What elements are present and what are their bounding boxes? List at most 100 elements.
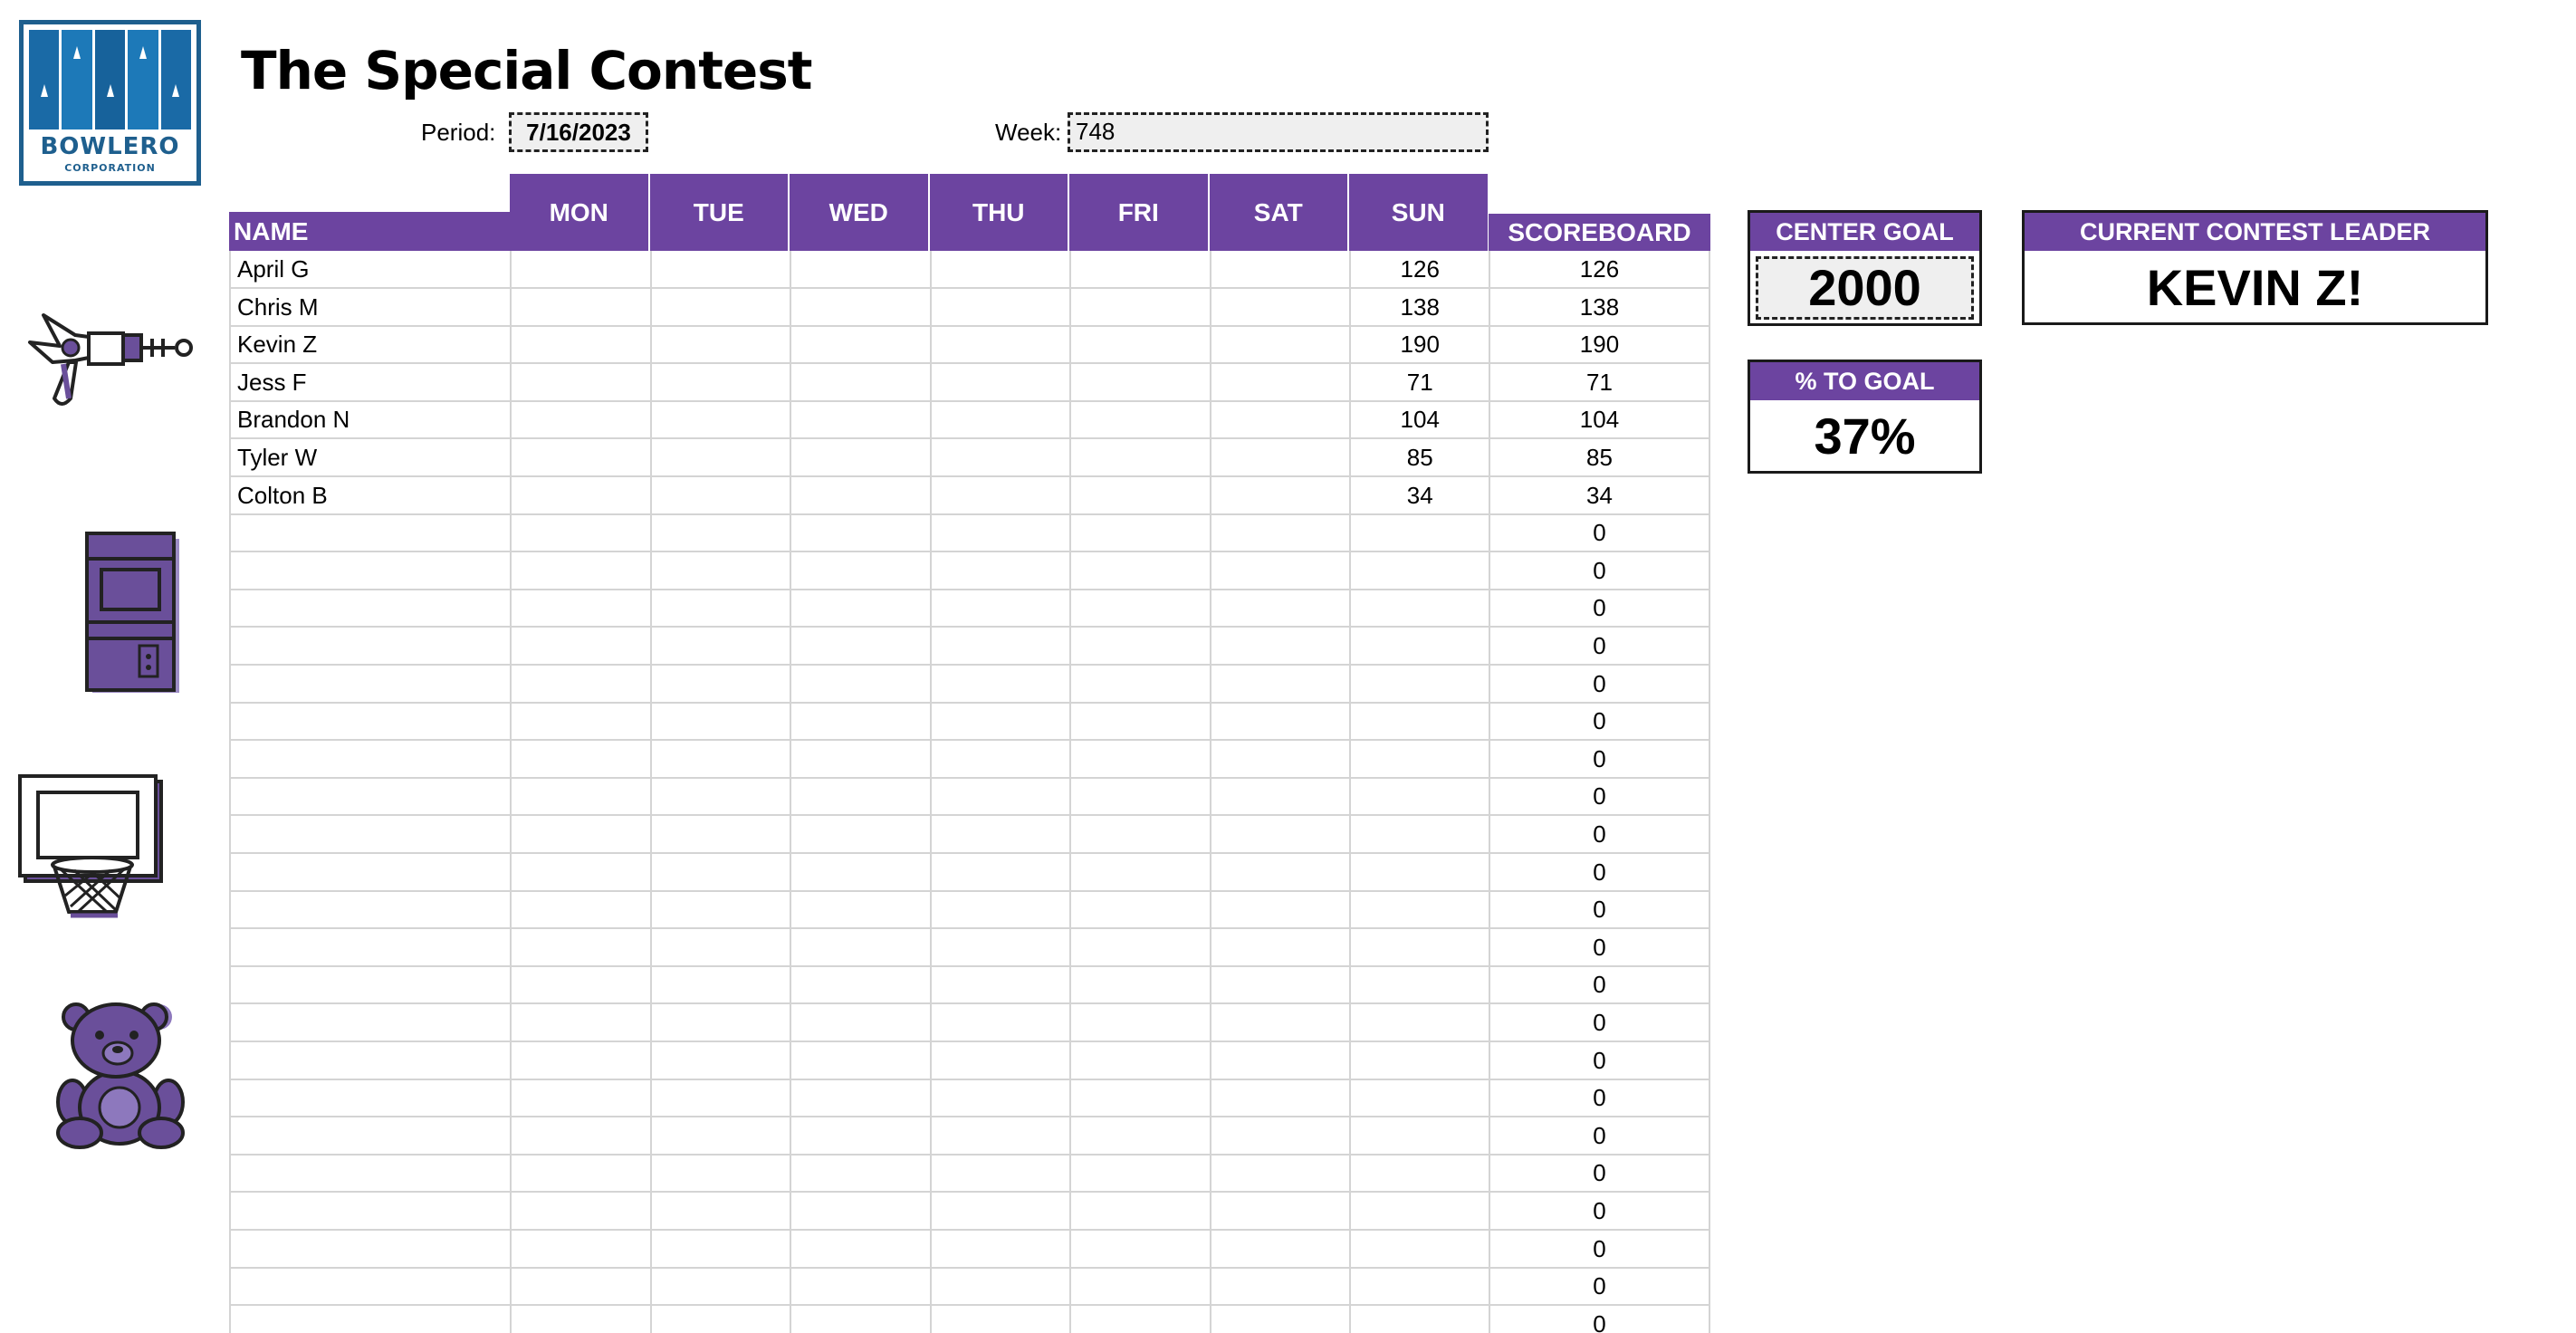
name-cell[interactable]	[229, 1079, 510, 1118]
wed-score-cell[interactable]	[790, 778, 930, 817]
fri-score-cell[interactable]	[1069, 928, 1210, 967]
fri-score-cell[interactable]	[1069, 401, 1210, 440]
sun-score-cell[interactable]	[1349, 551, 1489, 590]
fri-score-cell[interactable]	[1069, 778, 1210, 817]
wed-score-cell[interactable]	[790, 966, 930, 1005]
sun-score-cell[interactable]	[1349, 514, 1489, 553]
fri-score-cell[interactable]	[1069, 439, 1210, 477]
mon-score-cell[interactable]	[510, 1230, 650, 1269]
wed-score-cell[interactable]	[790, 740, 930, 779]
sat-score-cell[interactable]	[1209, 816, 1349, 854]
thu-score-cell[interactable]	[929, 1004, 1069, 1042]
mon-score-cell[interactable]	[510, 439, 650, 477]
thu-score-cell[interactable]	[929, 551, 1069, 590]
thu-score-cell[interactable]	[929, 1268, 1069, 1307]
mon-score-cell[interactable]	[510, 740, 650, 779]
name-cell[interactable]: Jess F	[229, 363, 510, 402]
sun-score-cell[interactable]	[1349, 1079, 1489, 1118]
wed-score-cell[interactable]	[790, 251, 930, 289]
tue-score-cell[interactable]	[649, 1117, 790, 1156]
name-cell[interactable]: Chris M	[229, 288, 510, 327]
name-cell[interactable]	[229, 778, 510, 817]
fri-score-cell[interactable]	[1069, 1004, 1210, 1042]
wed-score-cell[interactable]	[790, 326, 930, 365]
wed-score-cell[interactable]	[790, 551, 930, 590]
tue-score-cell[interactable]	[649, 1155, 790, 1194]
mon-score-cell[interactable]	[510, 891, 650, 930]
tue-score-cell[interactable]	[649, 288, 790, 327]
thu-score-cell[interactable]	[929, 363, 1069, 402]
sat-score-cell[interactable]	[1209, 1004, 1349, 1042]
name-cell[interactable]	[229, 853, 510, 892]
name-cell[interactable]	[229, 665, 510, 704]
thu-score-cell[interactable]	[929, 288, 1069, 327]
name-cell[interactable]	[229, 966, 510, 1005]
fri-score-cell[interactable]	[1069, 514, 1210, 553]
name-cell[interactable]	[229, 1305, 510, 1333]
sat-score-cell[interactable]	[1209, 1305, 1350, 1333]
fri-score-cell[interactable]	[1069, 1155, 1210, 1194]
wed-score-cell[interactable]	[790, 590, 930, 628]
name-cell[interactable]	[229, 1004, 510, 1042]
thu-score-cell[interactable]	[929, 439, 1069, 477]
mon-score-cell[interactable]	[510, 966, 650, 1005]
tue-score-cell[interactable]	[649, 1079, 790, 1118]
fri-score-cell[interactable]	[1069, 1268, 1210, 1307]
name-cell[interactable]	[229, 590, 510, 628]
name-cell[interactable]	[229, 514, 510, 553]
sun-score-cell[interactable]	[1349, 853, 1489, 892]
sun-score-cell[interactable]: 85	[1349, 439, 1489, 477]
sat-score-cell[interactable]	[1209, 853, 1349, 892]
sat-score-cell[interactable]	[1209, 401, 1349, 440]
fri-score-cell[interactable]	[1069, 1117, 1210, 1156]
mon-score-cell[interactable]	[510, 703, 650, 742]
mon-score-cell[interactable]	[510, 1305, 650, 1333]
name-cell[interactable]	[229, 1041, 510, 1080]
mon-score-cell[interactable]	[510, 778, 650, 817]
tue-score-cell[interactable]	[649, 778, 790, 817]
mon-score-cell[interactable]	[510, 665, 650, 704]
tue-score-cell[interactable]	[649, 251, 790, 289]
name-cell[interactable]	[229, 1193, 510, 1231]
fri-score-cell[interactable]	[1069, 326, 1210, 365]
name-cell[interactable]	[229, 740, 510, 779]
mon-score-cell[interactable]	[510, 1041, 650, 1080]
sun-score-cell[interactable]	[1349, 891, 1489, 930]
mon-score-cell[interactable]	[510, 476, 650, 515]
fri-score-cell[interactable]	[1069, 551, 1210, 590]
fri-score-cell[interactable]	[1069, 590, 1210, 628]
wed-score-cell[interactable]	[790, 363, 930, 402]
mon-score-cell[interactable]	[510, 928, 650, 967]
sat-score-cell[interactable]	[1209, 476, 1349, 515]
thu-score-cell[interactable]	[929, 740, 1069, 779]
sun-score-cell[interactable]: 138	[1349, 288, 1489, 327]
wed-score-cell[interactable]	[790, 1230, 930, 1269]
sat-score-cell[interactable]	[1209, 514, 1349, 553]
sat-score-cell[interactable]	[1209, 1268, 1349, 1307]
period-input[interactable]: 7/16/2023	[509, 112, 648, 152]
mon-score-cell[interactable]	[510, 288, 650, 327]
tue-score-cell[interactable]	[649, 476, 790, 515]
mon-score-cell[interactable]	[510, 1004, 650, 1042]
sat-score-cell[interactable]	[1209, 363, 1349, 402]
name-cell[interactable]	[229, 1268, 510, 1307]
sun-score-cell[interactable]	[1349, 590, 1489, 628]
thu-score-cell[interactable]	[929, 853, 1069, 892]
sat-score-cell[interactable]	[1209, 665, 1349, 704]
fri-score-cell[interactable]	[1069, 251, 1210, 289]
name-cell[interactable]	[229, 628, 510, 666]
sat-score-cell[interactable]	[1209, 439, 1349, 477]
sun-score-cell[interactable]	[1349, 1193, 1489, 1231]
tue-score-cell[interactable]	[649, 363, 790, 402]
sun-score-cell[interactable]: 104	[1349, 401, 1489, 440]
fri-score-cell[interactable]	[1069, 891, 1210, 930]
sat-score-cell[interactable]	[1209, 1193, 1349, 1231]
tue-score-cell[interactable]	[649, 628, 790, 666]
sun-score-cell[interactable]	[1349, 966, 1489, 1005]
sun-score-cell[interactable]	[1349, 1041, 1489, 1080]
mon-score-cell[interactable]	[510, 326, 650, 365]
fri-score-cell[interactable]	[1069, 1041, 1210, 1080]
wed-score-cell[interactable]	[790, 514, 930, 553]
tue-score-cell[interactable]	[649, 1305, 790, 1333]
fri-score-cell[interactable]	[1069, 1193, 1210, 1231]
